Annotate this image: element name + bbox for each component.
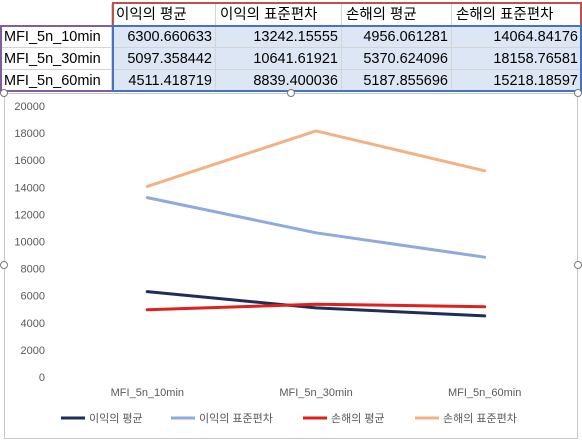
resize-handle-middle-right[interactable] — [574, 261, 582, 269]
resize-handle-top-center[interactable] — [287, 89, 295, 97]
series-line[interactable] — [145, 290, 487, 318]
resize-handle-middle-left[interactable] — [0, 261, 8, 269]
header-profit-std[interactable]: 이익의 표준편차 — [216, 4, 342, 26]
cell-10min-profit-std[interactable]: 13242.15555 — [216, 26, 342, 48]
chart-area[interactable]: 0 2000 4000 6000 8000 10000 12000 14000 16000 180… — [4, 93, 578, 439]
cell-60min-profit-mean[interactable]: 4511.418719 — [112, 70, 216, 92]
y-tick-label: 12000 — [14, 209, 45, 221]
cell-30min-profit-std[interactable]: 10641.61921 — [216, 48, 342, 70]
resize-handle-top-right[interactable] — [574, 89, 582, 97]
cell-10min-loss-std[interactable]: 14064.84176 — [452, 26, 582, 48]
y-tick-label: 14000 — [14, 182, 45, 194]
x-tick-label: MFI_5n_30min — [279, 387, 352, 399]
x-tick-label: MFI_5n_10min — [111, 387, 184, 399]
cell-60min-profit-std[interactable]: 8839.400036 — [216, 70, 342, 92]
series-line[interactable] — [145, 129, 487, 188]
header-profit-mean[interactable]: 이익의 평균 — [112, 4, 216, 26]
series-line[interactable] — [145, 302, 487, 312]
cell-30min-loss-std[interactable]: 18158.76581 — [452, 48, 582, 70]
legend-label: 손해의 평균 — [331, 411, 385, 425]
y-tick-label: 6000 — [21, 291, 45, 303]
y-tick-label: 16000 — [14, 155, 45, 167]
row-label-30min[interactable]: MFI_5n_30min — [0, 48, 112, 70]
y-tick-label: 2000 — [21, 345, 45, 357]
y-tick-label: 18000 — [14, 128, 45, 140]
cell-30min-profit-mean[interactable]: 5097.358442 — [112, 48, 216, 70]
row-label-60min[interactable]: MFI_5n_60min — [0, 70, 112, 92]
resize-handle-top-left[interactable] — [0, 89, 8, 97]
cell-60min-loss-mean[interactable]: 5187.855696 — [342, 70, 452, 92]
cell-10min-loss-mean[interactable]: 4956.061281 — [342, 26, 452, 48]
line-chart: 0 2000 4000 6000 8000 10000 12000 14000 16000 180… — [14, 101, 521, 425]
header-loss-std[interactable]: 손해의 표준편차 — [452, 4, 582, 26]
legend-label: 이익의 평균 — [89, 412, 143, 425]
x-tick-label: MFI_5n_60min — [448, 387, 521, 399]
y-tick-label: 8000 — [21, 264, 45, 276]
row-label-10min[interactable]: MFI_5n_10min — [0, 26, 112, 48]
series-line[interactable] — [145, 196, 487, 259]
data-table: 이익의 평균 이익의 표준편차 손해의 평균 손해의 표준편차 MFI_5n_1… — [0, 0, 582, 92]
legend-label: 손해의 표준편차 — [443, 411, 517, 425]
cell-60min-loss-std[interactable]: 15218.18597 — [452, 70, 582, 92]
y-tick-label: 4000 — [21, 318, 45, 330]
cell-30min-loss-mean[interactable]: 5370.624096 — [342, 48, 452, 70]
corner-cell[interactable] — [0, 4, 112, 26]
legend-label: 이익의 표준편차 — [199, 412, 273, 425]
header-loss-mean[interactable]: 손해의 평균 — [342, 4, 452, 26]
cell-10min-profit-mean[interactable]: 6300.660633 — [112, 26, 216, 48]
y-tick-label: 20000 — [14, 101, 45, 113]
y-tick-label: 10000 — [14, 237, 45, 249]
y-tick-label: 0 — [39, 372, 45, 384]
